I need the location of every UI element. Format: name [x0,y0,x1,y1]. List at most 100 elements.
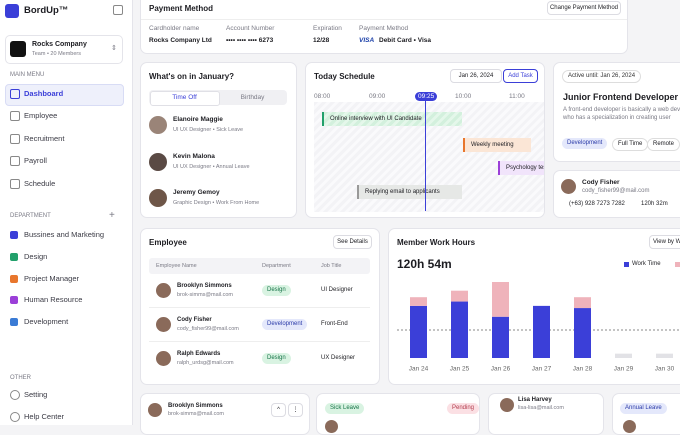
sidebar: BordUp™ Rocks Company Team • 20 Members … [0,0,133,425]
date-picker[interactable]: Jan 26, 2024 [450,69,502,83]
bar-segment [492,316,509,358]
collapse-icon[interactable] [113,5,123,15]
section-label: MAIN MENU [10,72,45,78]
avatar [623,420,636,433]
menu-item[interactable]: Help Center [24,412,65,421]
contact-email: cody_fisher99@mail.com [582,188,650,194]
table-header [149,258,370,274]
divider [141,19,627,20]
bar-segment [615,353,632,358]
avatar [500,398,514,412]
active-item-bg [5,84,124,106]
button[interactable]: Add Task [503,69,538,83]
menu-item[interactable]: Recruitment [24,134,65,143]
menu-icon [10,412,20,422]
avatar [325,420,338,433]
row-divider [149,307,370,308]
job-title: Junior Frontend Developer [563,92,679,102]
active-tab [150,91,220,106]
menu-icon [10,89,20,99]
bar-segment [574,297,591,309]
bar-segment [574,308,591,358]
department-item[interactable]: Development [24,317,69,327]
bar-segment [533,305,550,358]
card-title: What's on in January? [149,72,235,81]
job-description: A front-end developer is basically a web… [563,107,680,121]
bar-segment [492,282,509,317]
department-item[interactable]: Design [24,251,48,261]
department-color [10,252,18,261]
x-tick-label: Jan 28 [573,366,593,373]
department-tag: Design [262,353,291,364]
field-label: Account Number [226,25,275,32]
current-time-line [425,100,426,211]
contact-hours: 120h 32m [641,201,668,207]
add-department[interactable]: + [109,210,115,221]
menu-item[interactable]: Employee [24,111,58,120]
tab[interactable]: Birthday [240,94,265,101]
logo [5,4,19,18]
payment-card: Payment Method Change Payment Method Car… [140,0,628,54]
field-label: Cardholder name [149,25,200,32]
avatar [149,116,167,134]
legend-label: Work Time [632,261,661,267]
department-item[interactable]: Project Manager [24,273,80,283]
leave-type: Annual Leave [620,403,667,414]
x-tick-label: Jan 29 [614,366,634,373]
avatar [156,283,171,298]
menu-item[interactable]: Setting [24,390,48,399]
contact-card: Cody Fisher cody_fisher99@mail.com (+63)… [553,170,680,218]
x-tick-label: Jan 27 [532,366,552,373]
person-name: Kevin Malona [173,152,215,160]
row-divider [149,341,370,342]
status: Pending [447,403,479,414]
more-button[interactable]: ⋮ [288,403,303,417]
tab[interactable]: Time Off [172,94,197,101]
employee-email: ralph_urdsg@mail.com [177,360,234,366]
tag: Development [562,138,608,149]
column-header: Job Title [321,263,342,269]
active-badge: Active until: Jan 26, 2024 [562,70,642,83]
team-members: Team • 20 Members [32,51,81,57]
person-detail: Graphic Design • Work From Home [173,200,260,206]
event[interactable]: Online interview with UI Candidate [322,112,462,126]
avatar [149,189,167,207]
button[interactable]: View by Week [649,235,680,249]
bar-segment [451,290,468,302]
avatar [148,403,162,417]
department-item[interactable]: Bussines and Marketing [24,230,105,239]
employee-name: Cody Fisher [177,317,212,323]
current-time: 09:25 [415,92,438,101]
field-value: •••• •••• •••• 6273 [226,37,274,44]
section-label: OTHER [10,375,31,381]
event[interactable]: Replying email to applicants [357,185,462,199]
department-color [10,296,18,305]
button[interactable]: Change Payment Method [547,1,621,15]
request-card: Brooklyn Simmons brok-simms@mail.com ^ ⋮ [140,393,310,435]
employee-name: Ralph Edwards [177,351,221,357]
leave-card: Annual Leave [612,393,680,435]
avatar [156,351,171,366]
department-color [10,318,18,327]
menu-item[interactable]: Payroll [24,156,47,165]
x-tick-label: Jan 30 [655,366,675,373]
person-name: Elanoire Maggie [173,116,223,123]
column-header: Department [262,263,291,269]
menu-icon [10,390,20,400]
x-tick-label: Jan 26 [491,366,511,373]
person-detail: UI UX Designer • Sick Leave [173,127,244,133]
event[interactable]: Weekly meeting [463,138,531,152]
menu-item[interactable]: Dashboard [24,89,64,98]
card-title: Member Work Hours [397,238,476,247]
department-item[interactable]: Human Resource [24,295,83,305]
job-title: Front-End [321,321,348,327]
menu-item[interactable]: Schedule [24,179,56,188]
event[interactable]: Psychology test [498,161,544,175]
field-value: Debit Card • Visa [379,37,432,44]
button[interactable]: See Details [333,235,372,249]
expand-button[interactable]: ^ [271,403,286,417]
department-color [10,274,18,283]
menu-icon [10,111,20,121]
team-switcher[interactable]: Rocks Company Team • 20 Members ⇕ [5,35,123,64]
